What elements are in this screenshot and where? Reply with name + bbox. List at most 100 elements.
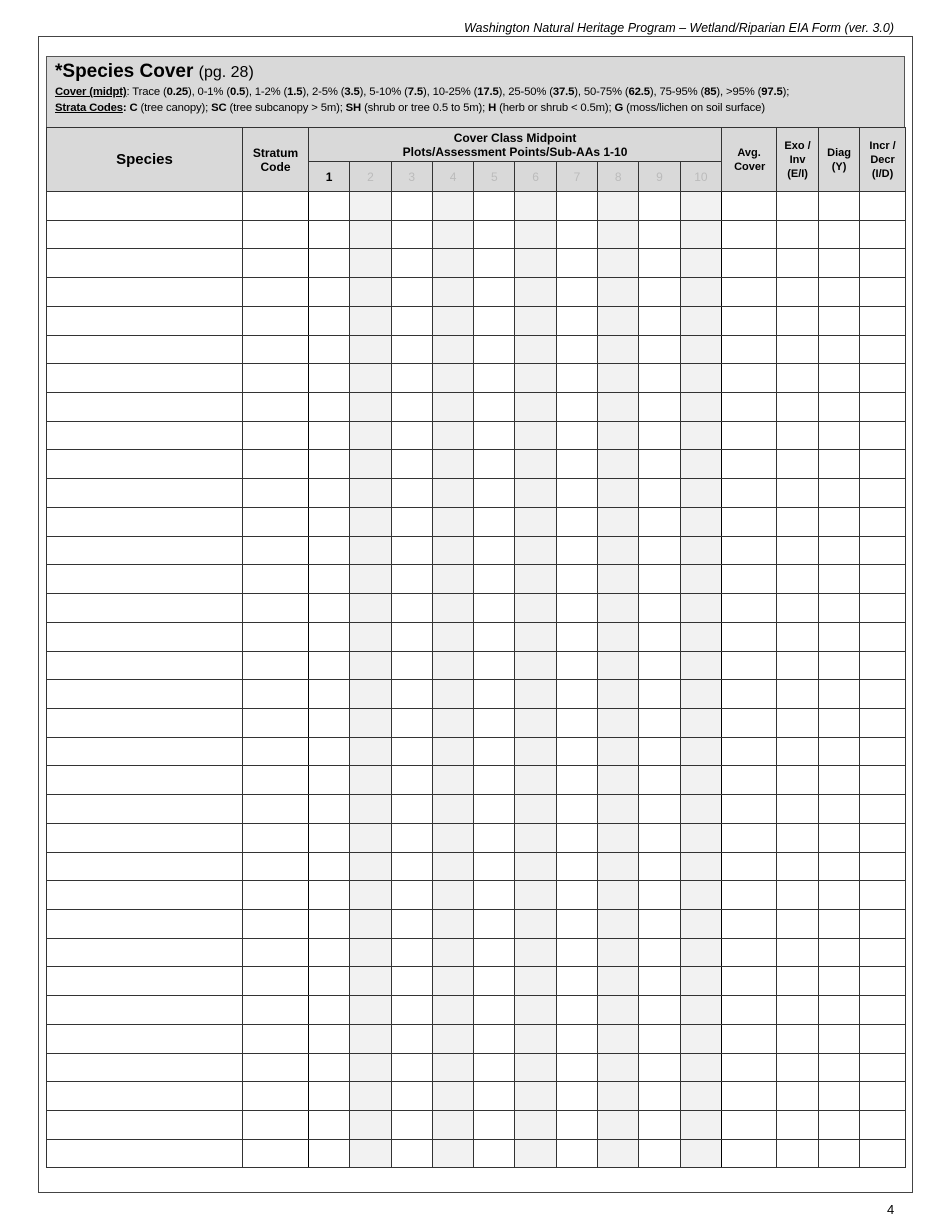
- exo-inv-cell[interactable]: [776, 1138, 820, 1169]
- plot-6-cell[interactable]: [514, 191, 557, 221]
- plot-4-cell[interactable]: [431, 248, 475, 279]
- incr-decr-cell[interactable]: [859, 449, 907, 480]
- incr-decr-cell[interactable]: [859, 1052, 907, 1083]
- plot-1-cell[interactable]: [307, 679, 351, 709]
- plot-9-cell[interactable]: [638, 650, 681, 681]
- plot-5-cell[interactable]: [473, 908, 516, 939]
- plot-9-cell[interactable]: [638, 305, 681, 336]
- plot-8-cell[interactable]: [597, 650, 640, 681]
- stratum-cell[interactable]: [242, 707, 309, 738]
- plot-4-cell[interactable]: [431, 880, 475, 910]
- diag-cell[interactable]: [818, 1138, 861, 1169]
- avg-cover-cell[interactable]: [721, 621, 778, 652]
- plot-3-cell[interactable]: [390, 1110, 433, 1140]
- plot-4-cell[interactable]: [431, 1110, 475, 1140]
- plot-1-cell[interactable]: [307, 564, 351, 595]
- stratum-cell[interactable]: [242, 880, 309, 910]
- plot-6-cell[interactable]: [514, 880, 557, 910]
- avg-cover-cell[interactable]: [721, 449, 778, 480]
- plot-7-cell[interactable]: [555, 478, 599, 508]
- plot-7-cell[interactable]: [555, 1023, 599, 1054]
- plot-1-cell[interactable]: [307, 535, 351, 566]
- plot-8-cell[interactable]: [597, 593, 640, 623]
- exo-inv-cell[interactable]: [776, 506, 820, 537]
- incr-decr-cell[interactable]: [859, 937, 907, 968]
- plot-10-cell[interactable]: [679, 679, 723, 709]
- plot-4-cell[interactable]: [431, 851, 475, 882]
- plot-9-cell[interactable]: [638, 478, 681, 508]
- plot-3-cell[interactable]: [390, 219, 433, 250]
- plot-9-cell[interactable]: [638, 564, 681, 595]
- plot-7-cell[interactable]: [555, 621, 599, 652]
- stratum-cell[interactable]: [242, 736, 309, 767]
- plot-6-cell[interactable]: [514, 305, 557, 336]
- plot-4-cell[interactable]: [431, 305, 475, 336]
- plot-2-cell[interactable]: [349, 966, 392, 997]
- plot-7-cell[interactable]: [555, 191, 599, 221]
- plot-10-cell[interactable]: [679, 1081, 723, 1111]
- plot-9-cell[interactable]: [638, 621, 681, 652]
- diag-cell[interactable]: [818, 363, 861, 394]
- plot-8-cell[interactable]: [597, 1138, 640, 1169]
- species-cell[interactable]: [46, 794, 243, 824]
- stratum-cell[interactable]: [242, 966, 309, 997]
- species-cell[interactable]: [46, 679, 243, 709]
- plot-2-cell[interactable]: [349, 736, 392, 767]
- plot-10-cell[interactable]: [679, 478, 723, 508]
- plot-4-cell[interactable]: [431, 506, 475, 537]
- plot-3-cell[interactable]: [390, 937, 433, 968]
- plot-9-cell[interactable]: [638, 593, 681, 623]
- plot-5-cell[interactable]: [473, 392, 516, 422]
- exo-inv-cell[interactable]: [776, 564, 820, 595]
- plot-5-cell[interactable]: [473, 277, 516, 307]
- plot-3-cell[interactable]: [390, 707, 433, 738]
- plot-9-cell[interactable]: [638, 506, 681, 537]
- plot-10-cell[interactable]: [679, 248, 723, 279]
- plot-6-cell[interactable]: [514, 765, 557, 796]
- plot-5-cell[interactable]: [473, 679, 516, 709]
- species-cell[interactable]: [46, 650, 243, 681]
- plot-6-cell[interactable]: [514, 908, 557, 939]
- plot-7-cell[interactable]: [555, 1110, 599, 1140]
- plot-9-cell[interactable]: [638, 822, 681, 853]
- plot-1-cell[interactable]: [307, 966, 351, 997]
- plot-3-cell[interactable]: [390, 449, 433, 480]
- species-cell[interactable]: [46, 1023, 243, 1054]
- plot-9-cell[interactable]: [638, 851, 681, 882]
- plot-1-cell[interactable]: [307, 420, 351, 451]
- plot-3-cell[interactable]: [390, 966, 433, 997]
- diag-cell[interactable]: [818, 478, 861, 508]
- plot-10-cell[interactable]: [679, 794, 723, 824]
- plot-7-cell[interactable]: [555, 305, 599, 336]
- stratum-cell[interactable]: [242, 420, 309, 451]
- avg-cover-cell[interactable]: [721, 420, 778, 451]
- plot-2-cell[interactable]: [349, 621, 392, 652]
- plot-6-cell[interactable]: [514, 564, 557, 595]
- plot-6-cell[interactable]: [514, 535, 557, 566]
- species-cell[interactable]: [46, 995, 243, 1025]
- plot-6-cell[interactable]: [514, 1110, 557, 1140]
- species-cell[interactable]: [46, 277, 243, 307]
- plot-5-cell[interactable]: [473, 1023, 516, 1054]
- plot-3-cell[interactable]: [390, 736, 433, 767]
- plot-3-cell[interactable]: [390, 621, 433, 652]
- stratum-cell[interactable]: [242, 334, 309, 365]
- plot-8-cell[interactable]: [597, 851, 640, 882]
- plot-2-cell[interactable]: [349, 880, 392, 910]
- plot-6-cell[interactable]: [514, 937, 557, 968]
- plot-9-cell[interactable]: [638, 1138, 681, 1169]
- stratum-cell[interactable]: [242, 1052, 309, 1083]
- plot-7-cell[interactable]: [555, 1138, 599, 1169]
- plot-6-cell[interactable]: [514, 650, 557, 681]
- plot-3-cell[interactable]: [390, 191, 433, 221]
- plot-2-cell[interactable]: [349, 650, 392, 681]
- avg-cover-cell[interactable]: [721, 937, 778, 968]
- exo-inv-cell[interactable]: [776, 1052, 820, 1083]
- stratum-cell[interactable]: [242, 564, 309, 595]
- plot-2-cell[interactable]: [349, 219, 392, 250]
- diag-cell[interactable]: [818, 191, 861, 221]
- plot-1-cell[interactable]: [307, 219, 351, 250]
- plot-4-cell[interactable]: [431, 765, 475, 796]
- plot-4-cell[interactable]: [431, 593, 475, 623]
- plot-1-cell[interactable]: [307, 305, 351, 336]
